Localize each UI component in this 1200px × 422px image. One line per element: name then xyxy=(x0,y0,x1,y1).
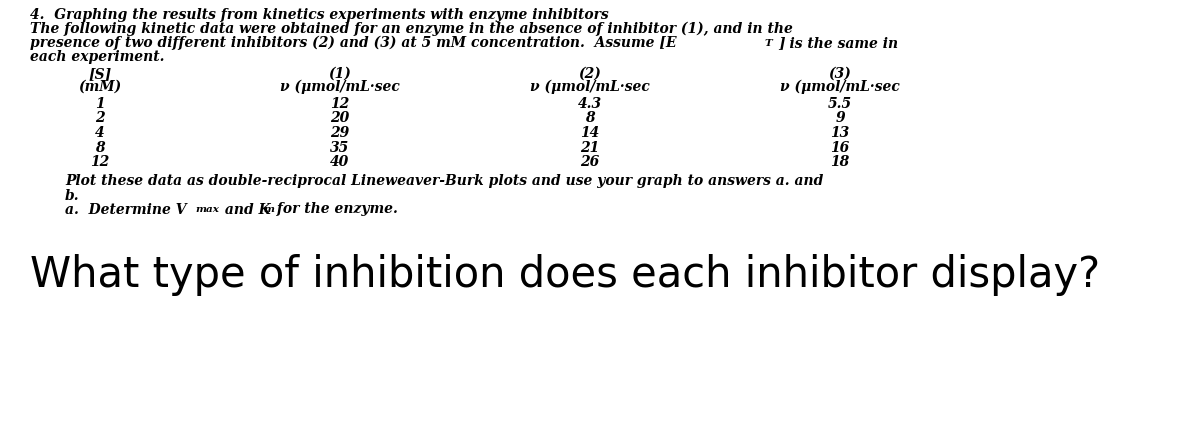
Text: 4.3: 4.3 xyxy=(578,97,602,111)
Text: each experiment.: each experiment. xyxy=(30,50,164,64)
Text: [S]: [S] xyxy=(89,67,112,81)
Text: 5.5: 5.5 xyxy=(828,97,852,111)
Text: T: T xyxy=(766,39,773,48)
Text: 8: 8 xyxy=(95,141,104,154)
Text: 29: 29 xyxy=(330,126,349,140)
Text: 4.  Graphing the results from kinetics experiments with enzyme inhibitors: 4. Graphing the results from kinetics ex… xyxy=(30,8,608,22)
Text: 12: 12 xyxy=(330,97,349,111)
Text: 14: 14 xyxy=(581,126,600,140)
Text: 26: 26 xyxy=(581,155,600,169)
Text: (1): (1) xyxy=(329,67,352,81)
Text: (mM): (mM) xyxy=(78,80,121,94)
Text: 21: 21 xyxy=(581,141,600,154)
Text: ν (μmol/mL·sec: ν (μmol/mL·sec xyxy=(280,80,400,95)
Text: 13: 13 xyxy=(830,126,850,140)
Text: 4: 4 xyxy=(95,126,104,140)
Text: 2: 2 xyxy=(95,111,104,125)
Text: 20: 20 xyxy=(330,111,349,125)
Text: The following kinetic data were obtained for an enzyme in the absence of inhibit: The following kinetic data were obtained… xyxy=(30,22,793,36)
Text: 9: 9 xyxy=(835,111,845,125)
Text: a.  Determine V: a. Determine V xyxy=(65,203,186,216)
Text: ν (μmol/mL·sec: ν (μmol/mL·sec xyxy=(780,80,900,95)
Text: ] is the same in: ] is the same in xyxy=(778,36,898,50)
Text: 18: 18 xyxy=(830,155,850,169)
Text: 40: 40 xyxy=(330,155,349,169)
Text: and K: and K xyxy=(220,203,271,216)
Text: for the enzyme.: for the enzyme. xyxy=(272,203,398,216)
Text: max: max xyxy=(194,206,218,214)
Text: ν (μmol/mL·sec: ν (μmol/mL·sec xyxy=(530,80,650,95)
Text: What type of inhibition does each inhibitor display?: What type of inhibition does each inhibi… xyxy=(30,254,1100,297)
Text: m: m xyxy=(263,206,274,214)
Text: (3): (3) xyxy=(828,67,852,81)
Text: (2): (2) xyxy=(578,67,601,81)
Text: 16: 16 xyxy=(830,141,850,154)
Text: Plot these data as double-reciprocal Lineweaver-Burk plots and use your graph to: Plot these data as double-reciprocal Lin… xyxy=(65,175,823,189)
Text: 1: 1 xyxy=(95,97,104,111)
Text: 35: 35 xyxy=(330,141,349,154)
Text: 12: 12 xyxy=(90,155,109,169)
Text: presence of two different inhibitors (2) and (3) at 5 mM concentration.  Assume : presence of two different inhibitors (2)… xyxy=(30,36,677,50)
Text: b.: b. xyxy=(65,189,79,203)
Text: 8: 8 xyxy=(586,111,595,125)
